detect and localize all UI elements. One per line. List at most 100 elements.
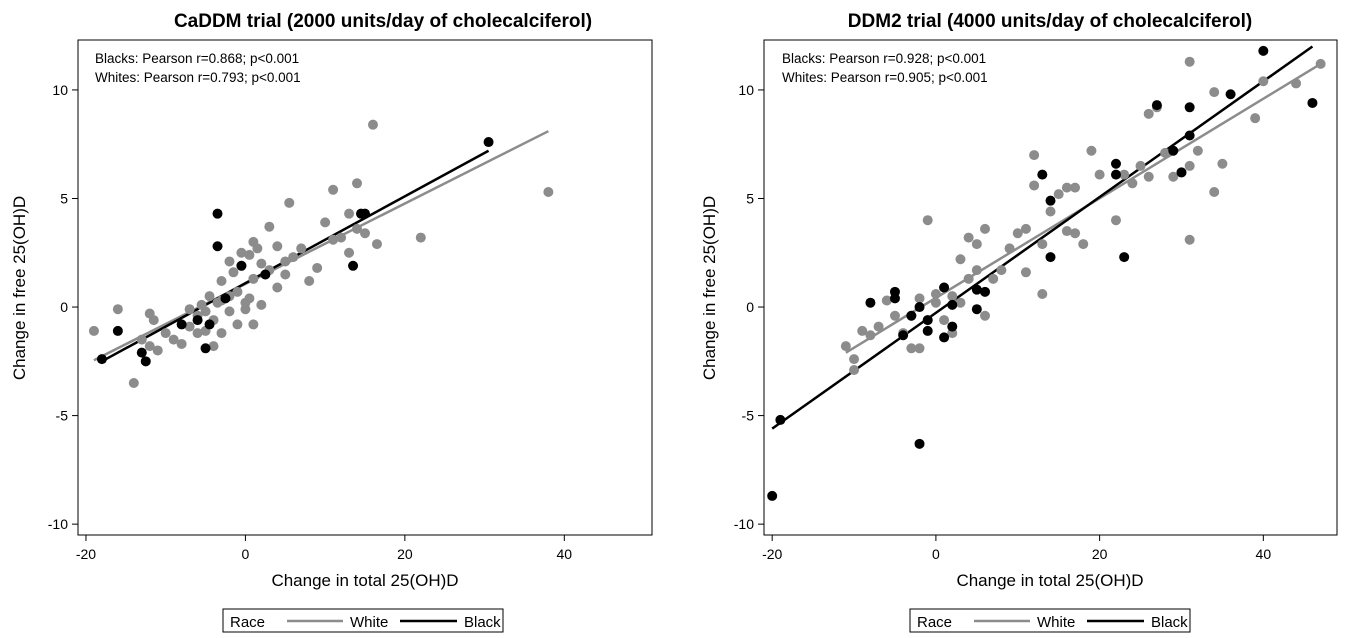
x-tick-label: 20 [1092,546,1108,562]
data-point-white [208,341,219,352]
data-point-white [1086,145,1097,156]
data-point-white [367,119,378,130]
data-point-black [947,321,958,332]
data-point-white [244,293,255,304]
data-point-white [1110,215,1121,226]
plot-frame [77,39,653,536]
y-tick-label: -5 [742,408,755,424]
legend-box [222,608,504,633]
data-point-white [284,197,295,208]
data-point-white [264,221,275,232]
data-point-white [415,232,426,243]
data-point-white [1020,223,1031,234]
data-point-white [1029,150,1040,161]
legend-label-black: Black [464,614,501,631]
data-point-black [767,490,778,501]
data-point-white [272,241,283,252]
x-axis-label: Change in total 25(OH)D [956,571,1143,590]
data-point-black [906,310,917,321]
data-point-black [1184,130,1195,141]
data-point-white [200,306,211,317]
data-point-white [1209,186,1220,197]
data-point-white [184,304,195,315]
data-point-black [1307,97,1318,108]
chart-panel-ddm2: DDM2 trial (4000 units/day of cholecalci… [675,0,1350,633]
data-point-white [280,256,291,267]
data-point-white [152,345,163,356]
data-point-white [328,184,339,195]
data-point-white [1127,178,1138,189]
legend-box [909,608,1191,633]
data-point-white [980,223,991,234]
data-point-white [1012,228,1023,239]
legend: Race White Black [909,608,1191,633]
data-point-black [176,319,187,330]
data-point-white [1053,189,1064,200]
fit-lines [771,45,1322,430]
data-point-white [240,304,251,315]
data-point-white [840,341,851,352]
data-point-black [140,356,151,367]
data-point-black [1168,145,1179,156]
chart-svg-ddm2: DDM2 trial (4000 units/day of cholecalci… [700,11,1338,633]
x-axis-label: Change in total 25(OH)D [271,571,458,590]
data-point-white [1004,243,1015,254]
data-point-white [914,293,925,304]
data-point-black [939,282,950,293]
legend: Race White Black [222,608,504,633]
data-point-black [914,302,925,313]
data-point-white [244,249,255,260]
data-point-white [963,232,974,243]
data-point-white [88,325,99,336]
data-point-white [1192,145,1203,156]
data-point-white [980,310,991,321]
data-point-white [112,304,123,315]
data-point-white [328,234,339,245]
data-point-white [971,265,982,276]
data-point-white [881,295,892,306]
data-point-white [1020,267,1031,278]
data-point-white [947,291,958,302]
y-tick-label: -10 [48,516,68,532]
y-tick-label: 10 [738,82,754,98]
data-point-white [352,223,363,234]
data-point-white [971,239,982,250]
data-point-white [1184,56,1195,67]
y-tick-label: 10 [52,82,68,98]
data-point-white [228,267,239,278]
data-point-white [930,297,941,308]
data-point-white [996,265,1007,276]
data-point-black [775,414,786,425]
data-point-white [336,232,347,243]
data-point-white [1135,160,1146,171]
data-point-white [1061,226,1072,237]
data-point-white [906,343,917,354]
data-point-white [543,186,554,197]
data-point-black [922,325,933,336]
y-tick-label: -5 [56,408,69,424]
x-tick-label: -20 [76,546,96,562]
y-axis: -10 -5 0 5 10 [734,82,764,532]
data-point-white [865,330,876,341]
data-point-black [1225,89,1236,100]
x-tick-label: -20 [762,546,782,562]
data-point-white [1143,171,1154,182]
fit-lines [93,130,549,363]
data-point-white [168,334,179,345]
data-point-white [296,243,307,254]
x-axis: -20 0 20 40 [762,535,1271,562]
legend-label-white: White [350,614,388,631]
data-point-white [136,334,147,345]
x-tick-label: 40 [1256,546,1272,562]
data-point-white [1078,239,1089,250]
data-point-white [889,310,900,321]
data-point-white [988,273,999,284]
data-point-black [360,208,370,219]
legend-label-white: White [1037,614,1075,631]
data-point-black [236,260,247,271]
data-point-white [1168,171,1179,182]
x-axis: -20 0 20 40 [76,535,572,562]
chart-title: DDM2 trial (4000 units/day of cholecalci… [848,11,1252,32]
annotation-whites: Whites: Pearson r=0.793; p<0.001 [95,70,301,85]
data-point-white [148,315,159,326]
